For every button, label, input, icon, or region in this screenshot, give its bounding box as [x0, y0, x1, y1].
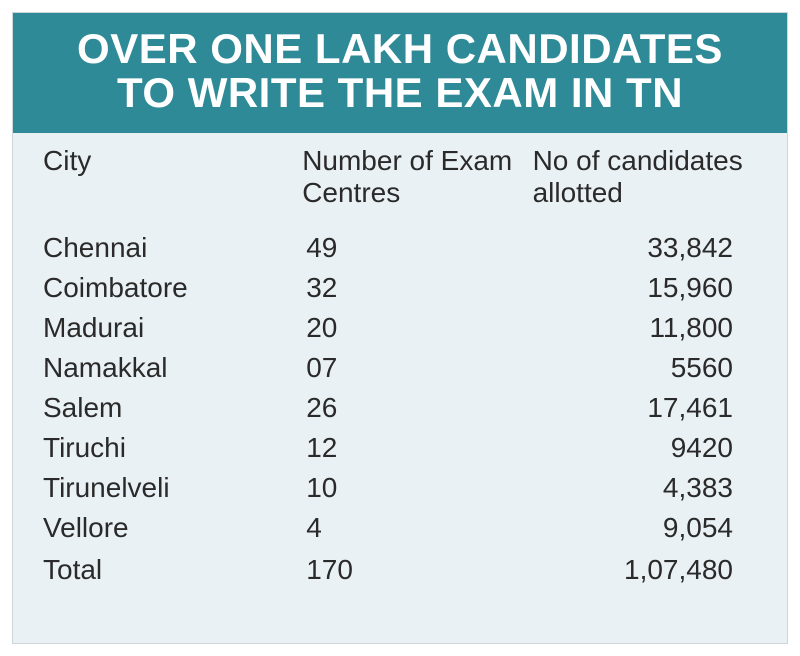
cell-city: Chennai: [43, 228, 302, 268]
table-row: Tiruchi 12 9420: [43, 428, 763, 468]
cell-centres: 32: [302, 268, 532, 308]
exam-candidates-card: OVER ONE LAKH CANDIDATES TO WRITE THE EX…: [12, 12, 788, 644]
cell-centres: 26: [302, 388, 532, 428]
cell-candidates: 15,960: [533, 268, 763, 308]
cell-city: Vellore: [43, 508, 302, 548]
candidates-table: City Number of Exam Centres No of candid…: [43, 145, 763, 589]
table-row: Coimbatore 32 15,960: [43, 268, 763, 308]
cell-candidates: 9420: [533, 428, 763, 468]
cell-candidates: 5560: [533, 348, 763, 388]
header-line-2: TO WRITE THE EXAM IN TN: [33, 71, 767, 115]
table-container: City Number of Exam Centres No of candid…: [13, 133, 787, 609]
cell-city: Tirunelveli: [43, 468, 302, 508]
cell-centres: 4: [302, 508, 532, 548]
cell-centres: 20: [302, 308, 532, 348]
table-row: Vellore 4 9,054: [43, 508, 763, 548]
cell-total-candidates: 1,07,480: [533, 548, 763, 590]
table-header-row: City Number of Exam Centres No of candid…: [43, 145, 763, 227]
cell-total-centres: 170: [302, 548, 532, 590]
table-row: Madurai 20 11,800: [43, 308, 763, 348]
cell-centres: 07: [302, 348, 532, 388]
cell-city: Coimbatore: [43, 268, 302, 308]
cell-city: Salem: [43, 388, 302, 428]
col-header-candidates: No of candidates allotted: [533, 145, 763, 227]
cell-city: Madurai: [43, 308, 302, 348]
table-row: Salem 26 17,461: [43, 388, 763, 428]
cell-total-label: Total: [43, 548, 302, 590]
cell-candidates: 17,461: [533, 388, 763, 428]
cell-city: Namakkal: [43, 348, 302, 388]
card-header: OVER ONE LAKH CANDIDATES TO WRITE THE EX…: [13, 13, 787, 133]
cell-centres: 10: [302, 468, 532, 508]
header-line-1: OVER ONE LAKH CANDIDATES: [33, 27, 767, 71]
cell-city: Tiruchi: [43, 428, 302, 468]
col-header-centres: Number of Exam Centres: [302, 145, 532, 227]
cell-candidates: 11,800: [533, 308, 763, 348]
cell-centres: 12: [302, 428, 532, 468]
table-row: Chennai 49 33,842: [43, 228, 763, 268]
table-row-total: Total 170 1,07,480: [43, 548, 763, 590]
cell-candidates: 33,842: [533, 228, 763, 268]
cell-centres: 49: [302, 228, 532, 268]
cell-candidates: 4,383: [533, 468, 763, 508]
col-header-city: City: [43, 145, 302, 227]
cell-candidates: 9,054: [533, 508, 763, 548]
table-row: Namakkal 07 5560: [43, 348, 763, 388]
table-row: Tirunelveli 10 4,383: [43, 468, 763, 508]
